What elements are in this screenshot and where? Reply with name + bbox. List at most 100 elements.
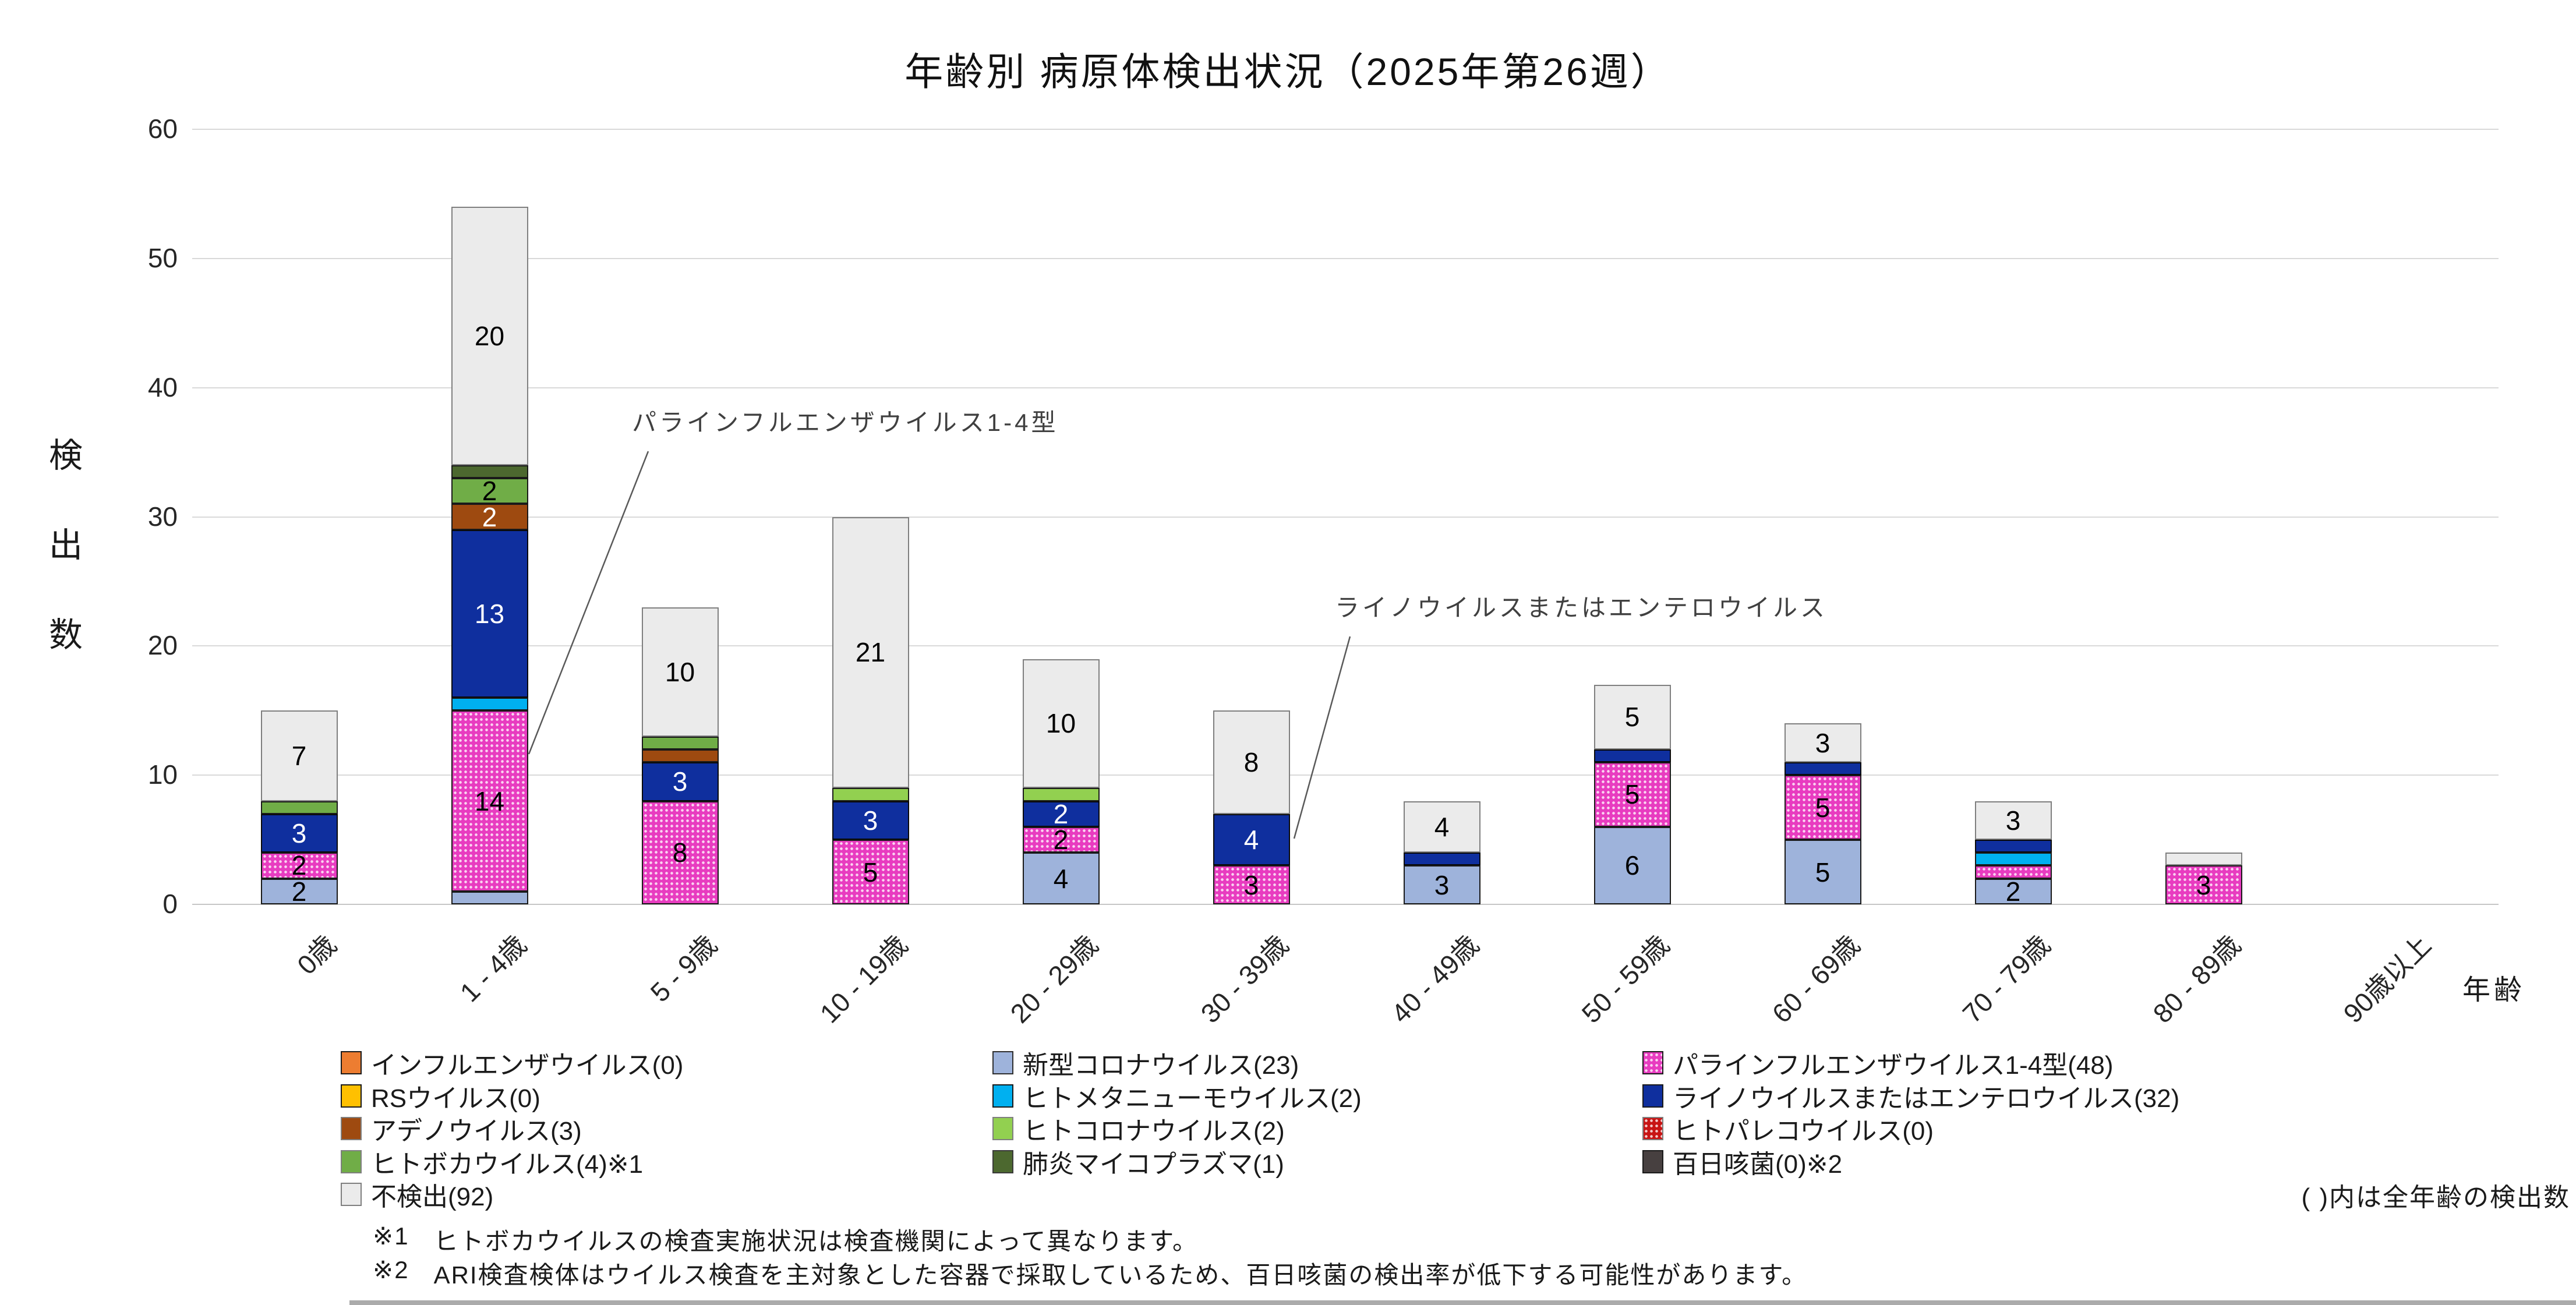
bar-segment: 5 (1593, 684, 1671, 749)
x-tick-label-7: 50 - 59歳 (1575, 929, 1676, 1029)
bar-segment: 5 (832, 840, 909, 904)
bar-segment: 3 (1213, 865, 1290, 904)
bar-segment: 3 (1784, 723, 1861, 762)
x-tick-label-0: 0歳 (291, 929, 342, 981)
bar-segment: 10 (641, 607, 719, 737)
y-tick-label-0: 0 (162, 889, 178, 919)
legend-swatch (1642, 1117, 1663, 1140)
bar-segment-label: 5 (1624, 702, 1640, 733)
y-tick-label-50: 50 (147, 242, 178, 273)
bar-segment-label: 3 (2196, 869, 2211, 900)
y-tick-label-30: 30 (147, 501, 178, 532)
bar-segment: 3 (260, 814, 338, 853)
footnote-※2: ※2 ARI検査検体はウイルス検査を主対象とした容器で採取しているため、百日咳菌の… (373, 1256, 1807, 1291)
legend-label: 百日咳菌(0)※2 (1673, 1150, 1843, 1179)
footnote-text: ARI検査検体はウイルス検査を主対象とした容器で採取しているため、百日咳菌の検出… (433, 1261, 1808, 1289)
footnote-mark: ※1 (373, 1222, 409, 1250)
bar-segment-label: 2 (291, 850, 307, 881)
bar-segment-label: 8 (1243, 747, 1259, 777)
bar-segment (1022, 788, 1100, 801)
x-tick-label-11: 90歳以上 (2337, 929, 2437, 1029)
bar-segment-label: 4 (1434, 811, 1450, 842)
bar-segment: 5 (1784, 840, 1861, 904)
bar-segment: 3 (641, 762, 719, 801)
bar-segment-label: 2 (1053, 798, 1069, 829)
legend-swatch (341, 1084, 362, 1108)
bar-segment: 5 (1784, 775, 1861, 840)
x-tick-label-8: 60 - 69歳 (1766, 929, 1866, 1029)
legend-label: アデノウイルス(3) (371, 1117, 582, 1145)
y-axis-title: 検出数 (49, 428, 83, 656)
bar-segment-label: 3 (1243, 869, 1259, 900)
footnote-text: ヒトボカウイルスの検査実施状況は検査機関によって異なります。 (433, 1228, 1199, 1255)
legend-item: アデノウイルス(3) (341, 1110, 582, 1147)
footnote-※1: ※1 ヒトボカウイルスの検査実施状況は検査機関によって異なります。 (373, 1222, 1198, 1257)
gridline-60 (192, 129, 2499, 130)
bar-segment: 3 (2165, 865, 2242, 904)
bar-segment-label: 10 (665, 656, 695, 687)
bar-segment-label: 3 (2005, 805, 2021, 836)
bar-segment: 8 (641, 801, 719, 904)
bar-segment-label: 4 (1243, 825, 1259, 855)
legend-label: インフルエンザウイルス(0) (371, 1051, 684, 1080)
y-tick-label-60: 60 (147, 114, 178, 144)
bar-segment-label: 3 (672, 766, 688, 797)
bar-segment: 2 (260, 850, 338, 881)
legend-swatch (341, 1051, 362, 1074)
bar-segment: 2 (1022, 798, 1100, 829)
bar-segment (260, 801, 338, 814)
legend-label: ヒトメタニューモウイルス(2) (1023, 1084, 1362, 1113)
bar-segment (451, 465, 528, 478)
gridline-50 (192, 257, 2499, 259)
bar-segment-label: 2 (1053, 825, 1069, 855)
legend-label: ヒトパレコウイルス(0) (1673, 1117, 1934, 1145)
x-tick-label-4: 20 - 29歳 (1004, 929, 1104, 1029)
x-tick-label-1: 1 - 4歳 (454, 929, 533, 1008)
bar-segment: 4 (1213, 814, 1290, 866)
bar-segment-label: 20 (474, 320, 505, 351)
legend-item: ライノウイルスまたはエンテロウイルス(32) (1642, 1077, 2179, 1115)
bar-segment: 6 (1593, 826, 1671, 904)
legend-item: ヒトメタニューモウイルス(2) (992, 1077, 1362, 1115)
bar-segment: 7 (260, 710, 338, 801)
bar-segment: 3 (1974, 801, 2052, 840)
bar-segment: 14 (451, 710, 528, 892)
gridline-0 (192, 904, 2499, 905)
gridline-40 (192, 387, 2499, 388)
x-tick-label-3: 10 - 19歳 (814, 929, 914, 1029)
bar-segment: 4 (1403, 801, 1480, 853)
y-tick-label-40: 40 (147, 372, 178, 402)
y-axis-title-char: 出 (49, 526, 83, 564)
legend-swatch (341, 1117, 362, 1140)
bar-segment-label: 2 (2005, 876, 2021, 907)
x-tick-label-5: 30 - 39歳 (1195, 929, 1295, 1029)
y-axis-title-char: 数 (49, 616, 83, 654)
legend-label: ライノウイルスまたはエンテロウイルス(32) (1673, 1084, 2180, 1113)
gridline-20 (192, 645, 2499, 647)
legend-swatch (992, 1084, 1013, 1108)
callout-line-1 (1293, 636, 1351, 839)
bar-segment: 5 (1593, 762, 1671, 827)
legend-item: 肺炎マイコプラズマ(1) (992, 1143, 1284, 1180)
bar-segment: 10 (1022, 659, 1100, 788)
callout-line-0 (528, 451, 649, 755)
bar-segment (832, 788, 909, 801)
bar-segment: 8 (1213, 710, 1290, 814)
bar-segment: 4 (1022, 853, 1100, 904)
chart-title: 年齢別 病原体検出状況（2025年第26週） (904, 50, 1672, 93)
gridline-30 (192, 516, 2499, 518)
footnote-mark: ※2 (373, 1256, 409, 1283)
y-axis-title-char: 検 (49, 437, 83, 475)
bar-segment (451, 891, 528, 904)
paren-note: ( )内は全年齢の検出数 (2301, 1183, 2570, 1212)
bar-segment-label: 5 (863, 857, 878, 887)
x-tick-label-2: 5 - 9歳 (644, 929, 723, 1008)
bar-segment (451, 698, 528, 711)
bar-segment-label: 2 (291, 876, 307, 907)
bar-segment (1403, 853, 1480, 866)
legend-item: ヒトコロナウイルス(2) (992, 1110, 1285, 1147)
legend-label: パラインフルエンザウイルス1-4型(48) (1673, 1051, 2114, 1080)
window-edge-strip (349, 1300, 2576, 1305)
legend-label: 不検出(92) (371, 1183, 494, 1211)
gridline-10 (192, 774, 2499, 776)
